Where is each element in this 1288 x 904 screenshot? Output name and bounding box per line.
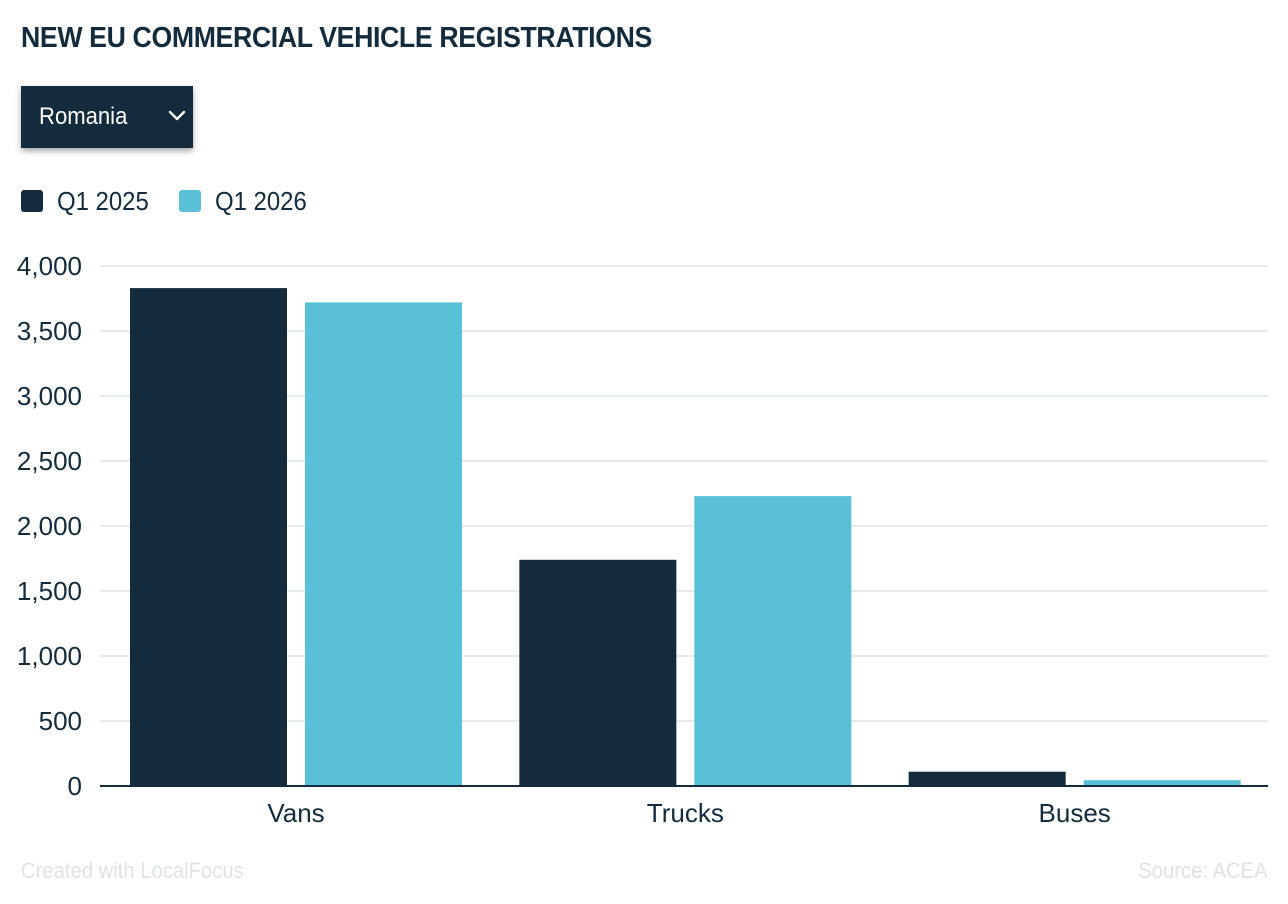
x-tick-label-buses: Buses	[1039, 798, 1111, 828]
y-tick-label-3500: 3,500	[17, 316, 82, 346]
country-dropdown-label: Romania	[39, 103, 128, 130]
footer-source: Source: ACEA	[1138, 858, 1268, 883]
bar-buses-q1-2025[interactable]	[908, 771, 1066, 786]
y-tick-label-1500: 1,500	[17, 576, 82, 606]
y-tick-label-1000: 1,000	[17, 641, 82, 671]
y-tick-label-2000: 2,000	[17, 511, 82, 541]
legend-label-q1-2026: Q1 2026	[214, 185, 307, 216]
y-tick-label-4000: 4,000	[17, 251, 82, 281]
bar-vans-q1-2025[interactable]	[130, 288, 287, 786]
bar-vans-q1-2026[interactable]	[305, 302, 462, 786]
bar-buses-q1-2026[interactable]	[1083, 780, 1241, 786]
y-tick-label-500: 500	[39, 706, 82, 736]
y-tick-label-2500: 2,500	[17, 446, 82, 476]
chart-title: NEW EU COMMERCIAL VEHICLE REGISTRATIONS	[21, 22, 652, 54]
chevron-down-icon	[168, 110, 186, 121]
x-tick-label-trucks: Trucks	[647, 798, 724, 828]
country-dropdown[interactable]: Romania	[21, 86, 193, 148]
y-tick-label-3000: 3,000	[17, 381, 82, 411]
legend-swatch-q1-2025	[21, 190, 43, 212]
legend-swatch-q1-2026	[178, 190, 201, 212]
bar-trucks-q1-2026[interactable]	[694, 496, 852, 786]
footer-credit: Created with LocalFocus	[21, 858, 244, 883]
x-tick-label-vans: Vans	[267, 798, 324, 828]
y-tick-label-0: 0	[68, 771, 82, 801]
bar-trucks-q1-2025[interactable]	[519, 559, 677, 786]
legend-item-q1-2026[interactable]: Q1 2026	[178, 185, 315, 217]
legend-label-q1-2025: Q1 2025	[57, 185, 149, 216]
legend-item-q1-2025[interactable]: Q1 2025	[21, 186, 157, 217]
chart-legend: Q1 2025 Q1 2026	[21, 186, 337, 216]
